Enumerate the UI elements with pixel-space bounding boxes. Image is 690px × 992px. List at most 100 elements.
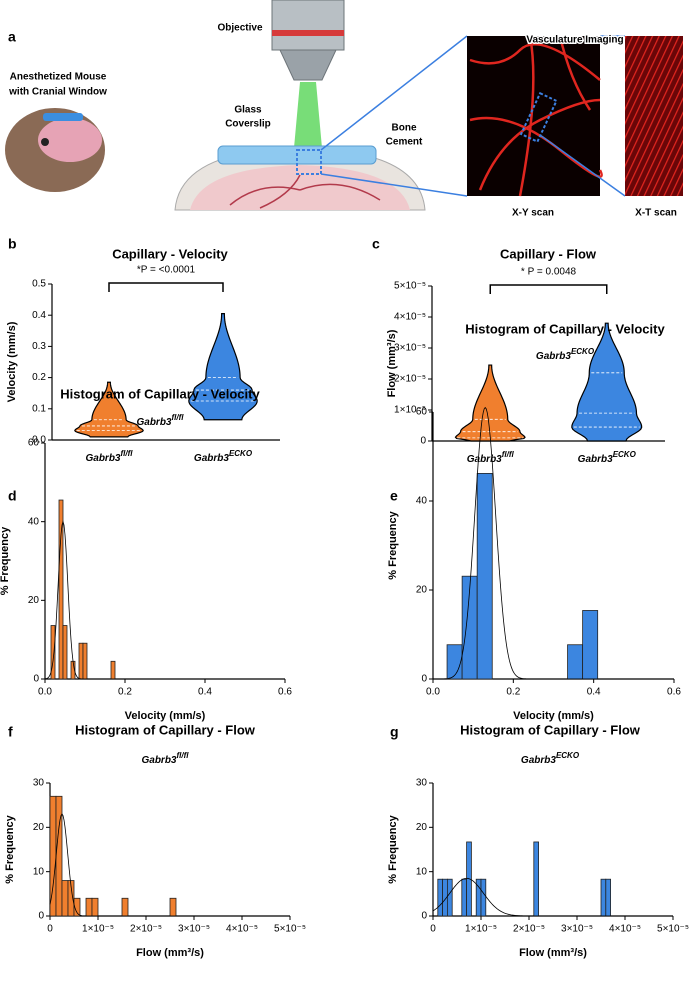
label-base: Gabrb3	[467, 454, 502, 465]
x-tick-label: 0.2	[118, 687, 132, 698]
cement-label: Cement	[386, 137, 423, 148]
y-axis-label: % Frequency	[0, 526, 11, 595]
y-tick-label: 0	[38, 911, 44, 922]
x-tick-label: Gabrb3fl/fl	[85, 449, 133, 464]
panel-label: f	[8, 724, 13, 740]
histogram-bar	[62, 625, 68, 680]
histogram-bar	[169, 897, 177, 917]
fit-curve	[432, 406, 674, 680]
xy-label: X-Y scan	[512, 208, 554, 219]
y-tick-label: 30	[33, 778, 45, 789]
x-tick-label: 3×10⁻⁵	[178, 924, 210, 935]
brain	[190, 165, 410, 210]
label-superscript: fl/fl	[121, 449, 134, 458]
cement-label: Bone	[392, 123, 417, 134]
imaging-label: Vasculature Imaging	[526, 35, 623, 46]
y-tick-label: 1×10⁻⁵	[394, 405, 426, 416]
chart-title: Histogram of Capillary - Flow	[75, 722, 256, 737]
histogram-bar	[446, 644, 463, 680]
zoom-line	[320, 173, 468, 197]
y-axis-label: Velocity (mm/s)	[6, 321, 18, 402]
histogram-bar	[85, 897, 93, 917]
x-tick-label: 0.6	[667, 687, 681, 698]
scan-box	[519, 91, 558, 143]
label-base: Gabrb3	[578, 454, 613, 465]
y-tick-label: 0	[420, 436, 426, 447]
y-tick-label: 4×10⁻⁵	[394, 312, 426, 323]
mouse-label: Anesthetized Mouse	[10, 72, 107, 83]
x-axis-label: Velocity (mm/s)	[125, 710, 206, 722]
histogram-bar	[61, 880, 69, 917]
label-superscript: ECKO	[556, 751, 580, 760]
objective-label: Objective	[217, 23, 262, 34]
histogram-bar	[567, 644, 584, 680]
fit-curve	[44, 520, 285, 680]
objective-band	[272, 30, 344, 36]
y-tick-label: 60	[416, 407, 428, 418]
y-tick-label: 30	[416, 778, 428, 789]
histogram-bar	[476, 473, 493, 680]
y-tick-label: 20	[33, 822, 45, 833]
panel-label: b	[8, 236, 17, 252]
y-tick-label: 3×10⁻⁵	[394, 343, 426, 354]
y-tick-label: 0.3	[32, 341, 46, 352]
label-base: Gabrb3	[194, 453, 229, 464]
y-tick-label: 2×10⁻⁵	[394, 374, 426, 385]
chart-title: Histogram of Capillary - Velocity	[60, 386, 260, 401]
x-tick-label: 4×10⁻⁵	[226, 924, 258, 935]
x-axis-label: Flow (mm³/s)	[136, 947, 204, 959]
label-superscript: fl/fl	[177, 751, 190, 760]
x-tick-label: 1×10⁻⁵	[82, 924, 114, 935]
y-axis-label: Flow (mm³/s)	[386, 329, 398, 397]
y-tick-label: 20	[416, 822, 428, 833]
x-tick-label: 5×10⁻⁵	[274, 924, 306, 935]
x-tick-label: 3×10⁻⁵	[561, 924, 593, 935]
histogram-bar	[446, 878, 453, 917]
y-axis-label: % Frequency	[387, 814, 399, 883]
y-tick-label: 5×10⁻⁵	[394, 281, 426, 292]
xy-vessels	[469, 35, 603, 197]
histogram-bar	[461, 878, 467, 917]
vessels	[229, 174, 381, 209]
x-tick-label: Gabrb3fl/fl	[467, 450, 515, 465]
roi-box	[296, 149, 322, 175]
y-tick-label: 20	[28, 595, 40, 606]
y-tick-label: 20	[416, 585, 428, 596]
objective-body	[271, 0, 345, 51]
x-tick-label: 0	[47, 924, 53, 935]
x-tick-label: 0.2	[506, 687, 520, 698]
histogram-bar	[91, 897, 99, 917]
mouse-brain	[38, 118, 102, 162]
label-superscript: ECKO	[613, 450, 637, 459]
histogram-bar	[600, 878, 607, 917]
label-superscript: ECKO	[571, 347, 595, 356]
histogram-bar	[121, 897, 129, 917]
light-beam	[294, 82, 322, 148]
x-axis-label: Flow (mm³/s)	[519, 947, 587, 959]
chart-title: Histogram of Capillary - Velocity	[465, 321, 665, 336]
label-superscript: ECKO	[229, 449, 253, 458]
x-tick-label: 0	[430, 924, 436, 935]
histogram-bar	[110, 660, 116, 680]
histogram-bar	[582, 610, 599, 680]
label-base: Gabrb3	[536, 351, 571, 362]
violin	[188, 313, 258, 421]
mouse-label: with Cranial Window	[8, 87, 107, 98]
x-tick-label: 0.0	[38, 687, 52, 698]
y-tick-label: 0.2	[32, 372, 46, 383]
y-tick-label: 0.0	[32, 435, 46, 446]
y-tick-label: 0.4	[32, 310, 46, 321]
x-tick-label: 0.4	[587, 687, 601, 698]
y-axis-label: % Frequency	[387, 510, 399, 579]
coverslip-label: Glass	[234, 105, 262, 116]
zoom-line	[320, 35, 468, 151]
histogram-bar	[50, 625, 56, 680]
violin	[571, 322, 643, 442]
fit-curve	[49, 813, 290, 917]
y-tick-label: 10	[33, 866, 45, 877]
annotation: *P = <0.0001	[137, 265, 196, 276]
violin	[74, 381, 144, 438]
y-tick-label: 40	[416, 496, 428, 507]
label-base: Gabrb3	[136, 417, 171, 428]
annotation: * P = 0.0048	[521, 267, 577, 278]
